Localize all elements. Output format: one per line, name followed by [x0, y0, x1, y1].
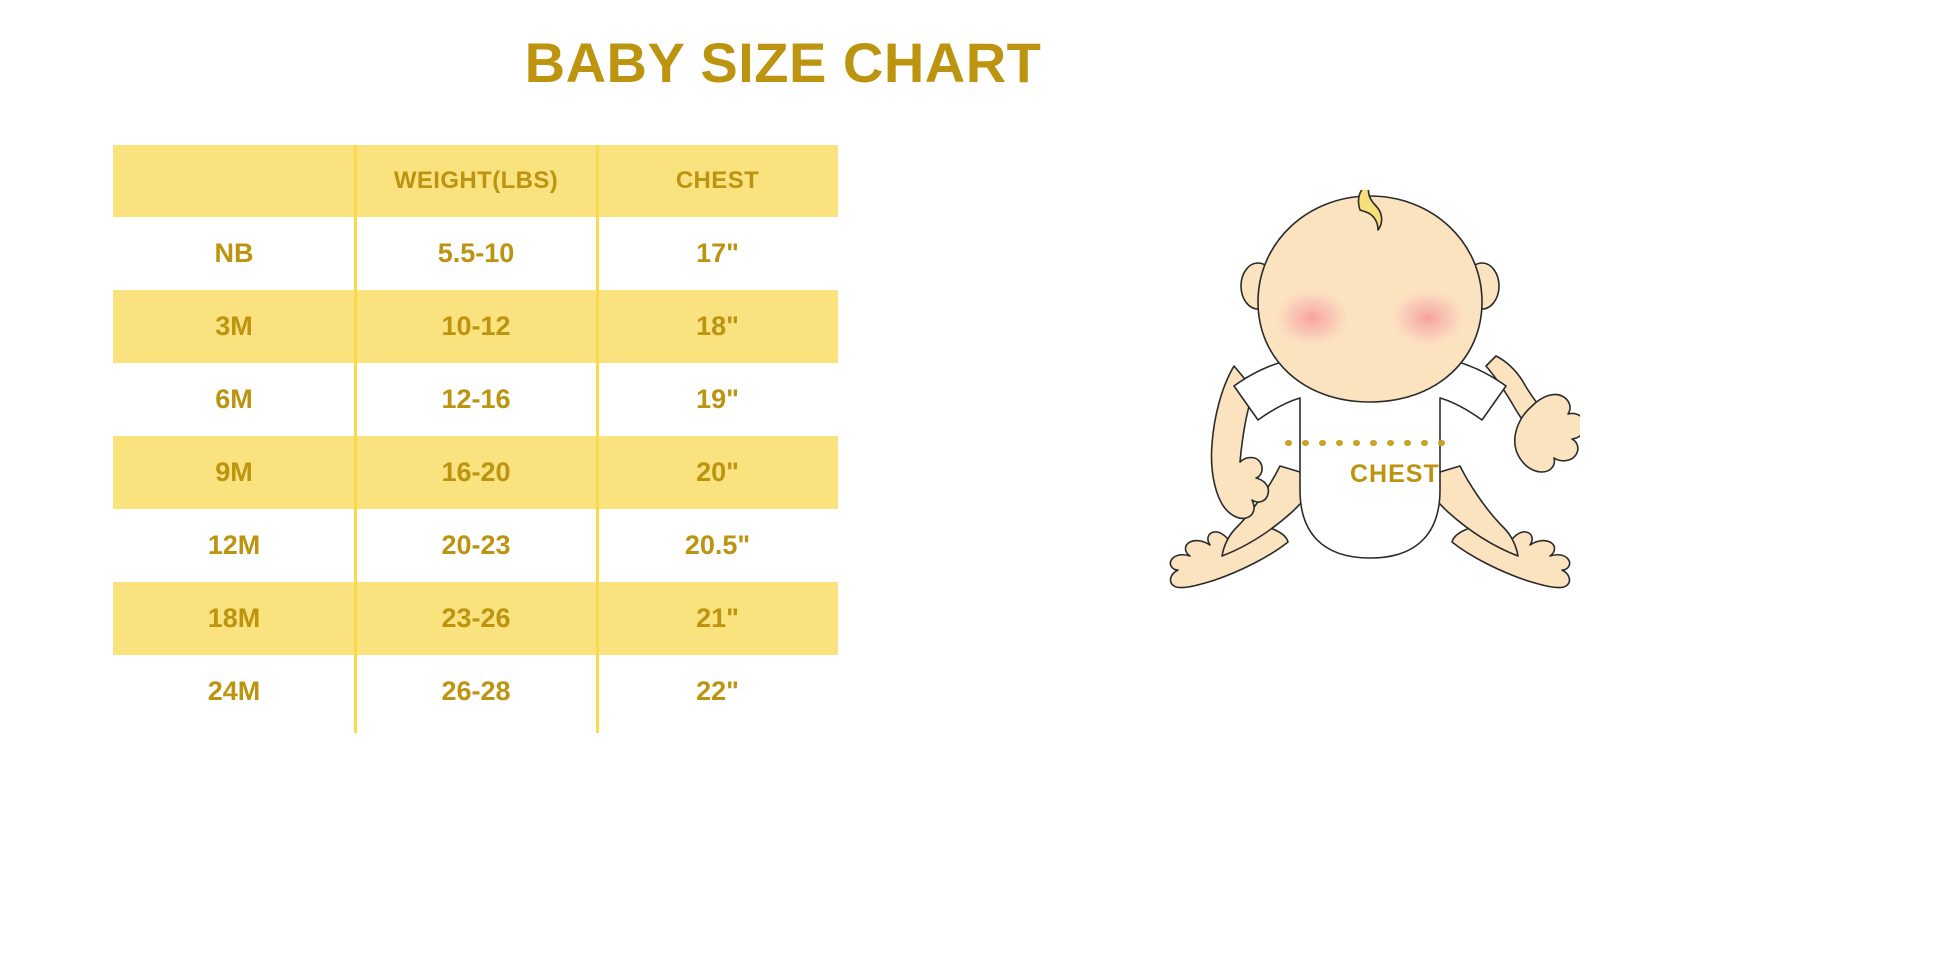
cell-weight: 16-20	[355, 436, 597, 509]
table-row: 12M 20-23 20.5"	[113, 509, 838, 582]
baby-left-arm	[1210, 365, 1270, 520]
baby-left-leg	[1169, 465, 1321, 589]
cell-size: NB	[113, 217, 355, 290]
baby-illustration	[1169, 190, 1580, 589]
cell-chest: 19"	[597, 363, 838, 436]
table-divider-line-1	[354, 145, 357, 733]
table-divider-line-2	[596, 145, 599, 733]
cell-size: 24M	[113, 655, 355, 728]
table-row: NB 5.5-10 17"	[113, 217, 838, 290]
size-table: WEIGHT(LBS) CHEST NB 5.5-10 17" 3M 10-12…	[113, 145, 838, 728]
cell-weight: 10-12	[355, 290, 597, 363]
cell-chest: 20.5"	[597, 509, 838, 582]
cell-chest: 22"	[597, 655, 838, 728]
cell-chest: 21"	[597, 582, 838, 655]
table-header: WEIGHT(LBS) CHEST	[113, 145, 838, 217]
cell-size: 12M	[113, 509, 355, 582]
cell-weight: 23-26	[355, 582, 597, 655]
table-header-row: WEIGHT(LBS) CHEST	[113, 145, 838, 217]
column-header-size	[113, 145, 355, 217]
table-row: 6M 12-16 19"	[113, 363, 838, 436]
baby-right-cheek	[1386, 286, 1470, 350]
cell-weight: 20-23	[355, 509, 597, 582]
baby-right-arm	[1485, 355, 1580, 473]
cell-chest: 20"	[597, 436, 838, 509]
table-row: 3M 10-12 18"	[113, 290, 838, 363]
cell-weight: 26-28	[355, 655, 597, 728]
column-header-chest: CHEST	[597, 145, 838, 217]
chest-label: CHEST	[1350, 460, 1440, 488]
cell-size: 6M	[113, 363, 355, 436]
table-row: 18M 23-26 21"	[113, 582, 838, 655]
table-row: 24M 26-28 22"	[113, 655, 838, 728]
size-table-container: WEIGHT(LBS) CHEST NB 5.5-10 17" 3M 10-12…	[113, 145, 838, 728]
cell-chest: 17"	[597, 217, 838, 290]
table-row: 9M 16-20 20"	[113, 436, 838, 509]
baby-head	[1257, 195, 1483, 403]
baby-hair-curl	[1357, 190, 1383, 231]
baby-left-cheek	[1270, 286, 1354, 350]
cell-size: 18M	[113, 582, 355, 655]
baby-right-leg	[1419, 465, 1571, 589]
cell-size: 9M	[113, 436, 355, 509]
cell-weight: 12-16	[355, 363, 597, 436]
cell-weight: 5.5-10	[355, 217, 597, 290]
cell-chest: 18"	[597, 290, 838, 363]
table-body: NB 5.5-10 17" 3M 10-12 18" 6M 12-16 19" …	[113, 217, 838, 728]
page-title: BABY SIZE CHART	[524, 31, 1042, 94]
cell-size: 3M	[113, 290, 355, 363]
column-header-weight: WEIGHT(LBS)	[355, 145, 597, 217]
